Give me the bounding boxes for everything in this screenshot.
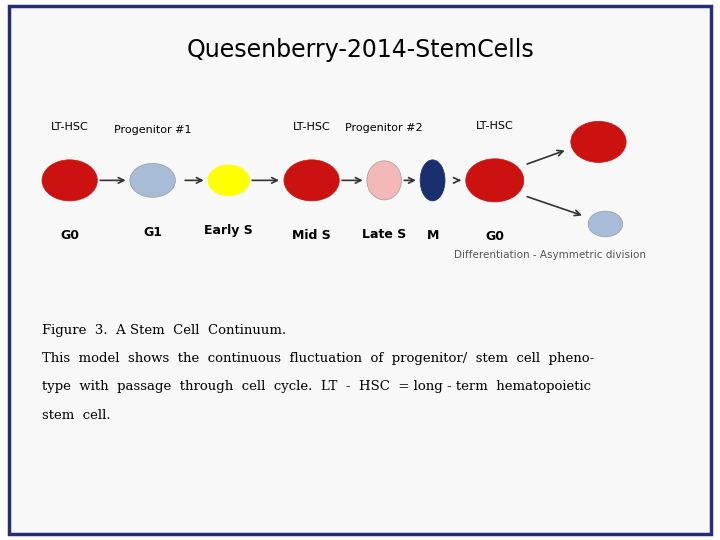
Text: LT-HSC: LT-HSC (476, 120, 513, 131)
Text: M: M (426, 229, 438, 242)
Ellipse shape (284, 160, 339, 201)
Text: Figure  3.  A Stem  Cell  Continuum.: Figure 3. A Stem Cell Continuum. (42, 324, 286, 337)
Text: This  model  shows  the  continuous  fluctuation  of  progenitor/  stem  cell  p: This model shows the continuous fluctuat… (42, 352, 594, 365)
Text: LT-HSC: LT-HSC (51, 122, 89, 132)
Text: Mid S: Mid S (292, 229, 331, 242)
Text: type  with  passage  through  cell  cycle.  LT  -  HSC  = long - term  hematopoi: type with passage through cell cycle. LT… (42, 380, 591, 394)
Text: LT-HSC: LT-HSC (293, 122, 330, 132)
Ellipse shape (42, 160, 97, 201)
Ellipse shape (466, 159, 524, 202)
Ellipse shape (420, 160, 445, 201)
Ellipse shape (208, 165, 249, 195)
Ellipse shape (571, 122, 626, 163)
Text: G1: G1 (143, 226, 162, 239)
Text: Differentiation - Asymmetric division: Differentiation - Asymmetric division (454, 249, 646, 260)
Text: Progenitor #2: Progenitor #2 (346, 123, 423, 133)
Ellipse shape (130, 164, 176, 197)
Text: stem  cell.: stem cell. (42, 409, 111, 422)
Text: Late S: Late S (362, 228, 406, 241)
Text: G0: G0 (60, 229, 79, 242)
Text: Quesenberry-2014-StemCells: Quesenberry-2014-StemCells (186, 38, 534, 62)
Text: Progenitor #1: Progenitor #1 (114, 125, 192, 135)
Text: G0: G0 (485, 230, 504, 243)
Ellipse shape (367, 161, 402, 200)
Text: Early S: Early S (204, 224, 253, 237)
Ellipse shape (588, 211, 623, 237)
